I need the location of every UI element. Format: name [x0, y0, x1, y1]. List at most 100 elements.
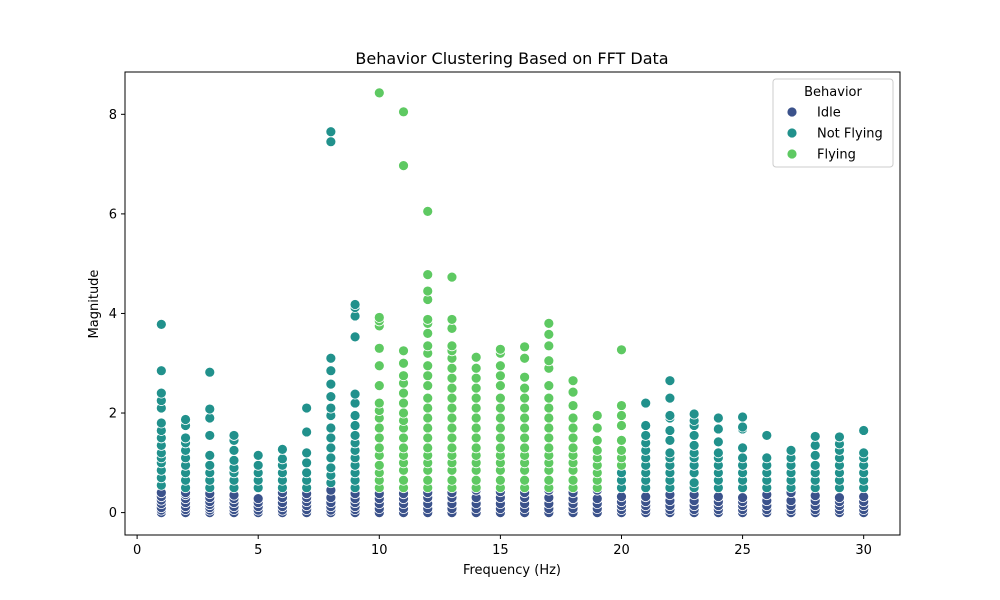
data-point	[228, 454, 240, 466]
data-point	[155, 417, 167, 429]
data-point	[446, 382, 458, 394]
data-point	[301, 457, 313, 469]
data-point	[567, 400, 579, 411]
data-point	[325, 136, 337, 148]
data-point	[567, 375, 579, 387]
legend: Behavior Idle Not Flying Flying	[772, 78, 894, 168]
data-point	[519, 341, 531, 353]
data-point	[494, 360, 506, 372]
data-point	[228, 444, 240, 456]
data-point	[616, 410, 627, 421]
data-point	[398, 357, 409, 369]
data-point	[204, 449, 216, 461]
data-point	[470, 372, 482, 384]
data-point	[809, 459, 821, 471]
data-point	[446, 474, 458, 486]
data-point	[616, 344, 627, 356]
legend-label: Idle	[817, 106, 841, 121]
data-point	[737, 411, 748, 423]
data-point	[761, 452, 773, 464]
x-tick-label: 25	[734, 543, 751, 558]
data-point	[204, 412, 216, 424]
data-point	[373, 397, 385, 409]
data-point	[446, 322, 458, 334]
data-point	[616, 444, 627, 456]
data-point	[858, 491, 870, 503]
data-point	[494, 380, 506, 392]
data-point	[640, 397, 652, 409]
data-point	[543, 432, 555, 444]
data-point	[737, 492, 748, 504]
data-point	[373, 459, 385, 471]
data-point	[422, 442, 434, 454]
legend-label: Not Flying	[817, 127, 883, 142]
data-point	[325, 462, 337, 474]
data-point	[712, 491, 724, 503]
data-point	[616, 435, 627, 446]
data-point	[398, 474, 409, 486]
data-point	[349, 299, 361, 310]
data-point	[422, 360, 434, 372]
data-point	[398, 160, 409, 172]
data-point	[470, 412, 482, 424]
data-point	[446, 372, 458, 384]
legend-marker	[786, 106, 798, 118]
x-tick-label: 5	[254, 543, 262, 558]
data-point	[470, 402, 482, 414]
data-point	[301, 426, 313, 438]
data-point	[446, 340, 458, 352]
data-point	[712, 412, 724, 424]
y-tick-label: 6	[109, 207, 117, 222]
data-point	[470, 351, 482, 363]
data-point	[373, 342, 385, 354]
data-point	[494, 442, 506, 454]
data-point	[494, 422, 506, 434]
x-axis-label: Frequency (Hz)	[463, 563, 561, 578]
data-point	[325, 126, 337, 138]
data-point	[422, 314, 434, 325]
data-point	[470, 442, 482, 454]
data-point	[567, 412, 579, 424]
data-point	[664, 410, 676, 421]
data-point	[591, 444, 603, 456]
data-point	[422, 327, 434, 339]
data-point	[712, 436, 724, 448]
data-point	[543, 474, 555, 486]
data-point	[325, 432, 337, 444]
data-point	[252, 449, 264, 461]
data-point	[664, 392, 676, 404]
data-point	[494, 392, 506, 404]
data-point	[664, 425, 676, 436]
data-point	[422, 422, 434, 434]
data-point	[446, 412, 458, 424]
data-point	[301, 402, 313, 414]
data-point	[301, 447, 313, 459]
data-point	[664, 447, 676, 459]
data-point	[204, 366, 216, 378]
data-point	[543, 422, 555, 434]
legend-marker	[786, 127, 798, 139]
data-point	[373, 360, 385, 372]
data-point	[712, 447, 724, 459]
data-point	[543, 380, 555, 392]
data-point	[398, 370, 409, 382]
data-point	[591, 422, 603, 434]
x-tick-label: 30	[855, 543, 872, 558]
data-point	[446, 314, 458, 325]
data-point	[325, 402, 337, 414]
data-point	[422, 370, 434, 382]
data-point	[349, 331, 361, 343]
data-point	[398, 345, 409, 357]
legend-box	[772, 78, 894, 168]
data-point	[519, 402, 531, 414]
data-point	[494, 432, 506, 444]
data-point	[301, 467, 313, 479]
plot-frame	[124, 71, 901, 536]
data-point	[834, 492, 845, 504]
data-point	[470, 432, 482, 444]
x-tick-label: 0	[133, 543, 141, 558]
data-point	[688, 439, 700, 451]
data-point	[834, 431, 845, 443]
y-tick-label: 8	[109, 108, 117, 123]
